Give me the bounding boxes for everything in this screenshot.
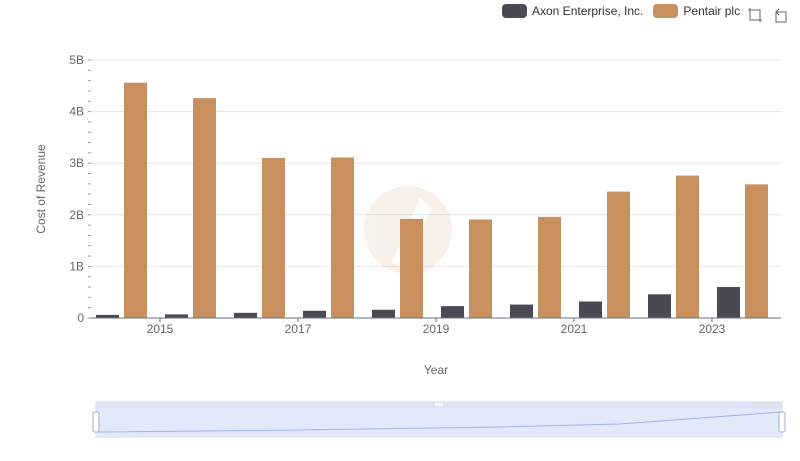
x-tick-label: 2023 xyxy=(699,322,726,336)
datazoom-handle-left[interactable] xyxy=(92,411,100,433)
legend-label-pentair: Pentair plc xyxy=(683,4,741,18)
datazoom-grip xyxy=(435,403,443,406)
restore-icon[interactable] xyxy=(773,7,789,23)
bar-axon-2016 xyxy=(234,312,257,318)
datazoom-slider[interactable] xyxy=(92,401,786,438)
y-tick-label: 1B xyxy=(69,259,84,273)
bar-pentair-2018 xyxy=(400,218,423,318)
bar-pentair-2015 xyxy=(193,98,216,319)
bar-axon-2020 xyxy=(510,304,533,318)
legend-label-axon: Axon Enterprise, Inc. xyxy=(532,4,644,18)
bars xyxy=(96,82,768,319)
legend-swatch-axon xyxy=(502,4,527,18)
x-tick-label: 2021 xyxy=(561,322,588,336)
x-tick-label: 2015 xyxy=(147,322,174,336)
bar-pentair-2019 xyxy=(469,219,492,318)
bar-axon-2014 xyxy=(96,314,119,318)
bar-axon-2018 xyxy=(372,309,395,318)
legend-swatch-pentair xyxy=(653,4,679,18)
y-tick-label: 3B xyxy=(69,156,84,170)
x-tick-label: 2019 xyxy=(423,322,450,336)
zoom-icon[interactable] xyxy=(747,7,763,23)
y-tick-label: 4B xyxy=(69,105,84,119)
axes: 0 1B 2B 3B 4B 5B 2015 2017 2019 2021 2023 xyxy=(69,53,781,336)
x-tick-label: 2017 xyxy=(285,322,312,336)
bar-pentair-2016 xyxy=(262,158,285,318)
bar-pentair-2014 xyxy=(124,82,147,318)
bar-axon-2017 xyxy=(303,310,326,318)
chart-legend: Axon Enterprise, Inc. Pentair plc xyxy=(502,4,750,18)
bar-pentair-2022 xyxy=(676,175,699,318)
datazoom-handle-right[interactable] xyxy=(778,411,786,433)
bar-axon-2023 xyxy=(717,287,740,318)
bar-axon-2021 xyxy=(579,301,602,318)
y-tick-label: 5B xyxy=(69,53,84,67)
y-tick-label: 2B xyxy=(69,208,84,222)
bar-pentair-2017 xyxy=(331,157,354,318)
bar-pentair-2020 xyxy=(538,216,561,318)
bar-axon-2022 xyxy=(648,294,671,318)
datazoom-selection xyxy=(96,408,782,437)
bar-axon-2015 xyxy=(165,314,188,318)
chart-toolbox xyxy=(747,7,799,23)
legend-item-axon[interactable]: Axon Enterprise, Inc. xyxy=(502,4,643,18)
bar-pentair-2021 xyxy=(607,191,630,318)
bar-axon-2019 xyxy=(441,306,464,318)
x-axis-label: Year xyxy=(424,363,448,377)
datazoom-preview-line xyxy=(96,411,782,433)
y-axis-label: Cost of Revenue xyxy=(34,144,48,234)
bar-pentair-2023 xyxy=(745,184,768,318)
y-tick-label: 0 xyxy=(77,311,84,325)
legend-item-pentair[interactable]: Pentair plc xyxy=(653,4,740,18)
